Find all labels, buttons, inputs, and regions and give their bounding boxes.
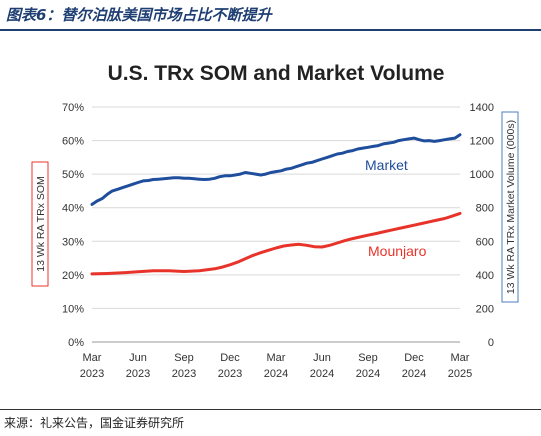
x-tick-label: Dec 2023 xyxy=(218,352,242,380)
left-tick-label: 40% xyxy=(62,203,84,215)
right-tick-label: 1200 xyxy=(470,136,494,148)
left-axis-label: 13 Wk RA TRx SOM xyxy=(35,176,47,272)
right-tick-label: 1400 xyxy=(470,102,494,114)
x-tick-label: Mar 2023 xyxy=(80,352,104,380)
left-tick-label: 10% xyxy=(62,303,84,315)
caption-rule xyxy=(0,29,541,31)
chart-title: U.S. TRx SOM and Market Volume xyxy=(108,62,445,85)
x-axis-ticks: Mar 2023 Jun 2023 Sep 2023 Dec 2023 Mar 2024 Jun 20… xyxy=(80,352,472,380)
x-tick-label: Jun 2023 xyxy=(126,352,150,380)
right-axis-label: 13 Wk RA TRx Market Volume (000s) xyxy=(505,120,517,294)
source-note: 来源：礼来公告，国金证券研究所 xyxy=(4,416,185,430)
x-tick-label: Sep 2024 xyxy=(356,352,380,380)
right-tick-label: 400 xyxy=(476,270,494,282)
market-annotation: Market xyxy=(365,157,408,173)
right-tick-label: 0 xyxy=(488,337,494,349)
right-axis-label-box: 13 Wk RA TRx Market Volume (000s) xyxy=(501,111,519,303)
left-tick-label: 50% xyxy=(62,169,84,181)
right-tick-label: 200 xyxy=(476,303,494,315)
right-tick-label: 600 xyxy=(476,236,494,248)
series-line-mounjaro xyxy=(90,211,462,276)
x-tick-label: Dec 2024 xyxy=(402,352,426,380)
right-tick-label: 800 xyxy=(476,203,494,215)
x-tick-label: Mar 2025 xyxy=(448,352,472,380)
left-axis-ticks: 0% 10% 20% 30% 40% 50% 60% 70% xyxy=(62,102,84,349)
left-tick-label: 70% xyxy=(62,102,84,114)
left-axis-label-box: 13 Wk RA TRx SOM xyxy=(31,161,49,287)
left-tick-label: 20% xyxy=(62,270,84,282)
left-tick-label: 0% xyxy=(68,337,84,349)
x-tick-label: Sep 2023 xyxy=(172,352,196,380)
gridlines xyxy=(92,106,460,343)
left-tick-label: 30% xyxy=(62,236,84,248)
mounjaro-annotation: Mounjaro xyxy=(368,243,427,259)
series-lines xyxy=(90,133,462,276)
right-tick-label: 1000 xyxy=(470,169,494,181)
x-tick-label: Mar 2024 xyxy=(264,352,288,380)
figure-caption: 图表6：替尔泊肽美国市场占比不断提升 xyxy=(6,6,272,24)
source-rule xyxy=(0,409,541,410)
right-axis-ticks: 0 200 400 600 800 1000 1200 1400 xyxy=(470,102,494,349)
series-line-market xyxy=(90,133,462,206)
left-tick-label: 60% xyxy=(62,136,84,148)
x-tick-label: Jun 2024 xyxy=(310,352,334,380)
